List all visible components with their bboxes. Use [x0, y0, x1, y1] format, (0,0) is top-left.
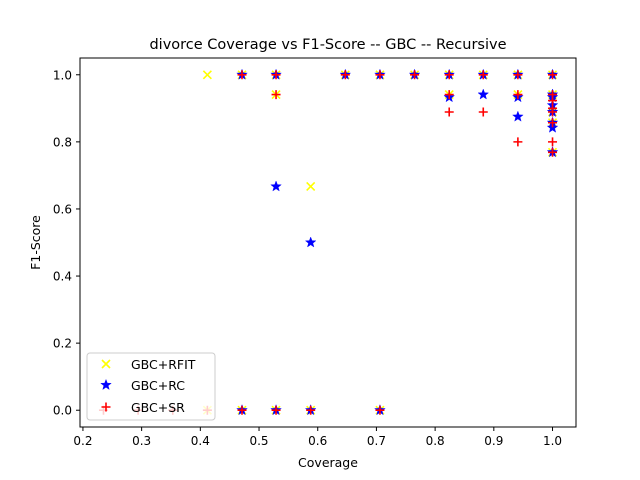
- data-point: [548, 70, 558, 80]
- data-point: [512, 110, 524, 122]
- series-gbc-rc: [236, 68, 559, 416]
- data-point: [513, 90, 523, 100]
- data-point: [548, 118, 558, 128]
- y-axis-label: F1-Score: [28, 215, 43, 270]
- data-point: [375, 70, 385, 80]
- x-tick-label: 0.3: [132, 434, 151, 448]
- data-point: [444, 70, 454, 80]
- data-point: [444, 90, 454, 100]
- x-axis-ticks: 0.2 0.3 0.4 0.5 0.6 0.7 0.8 0.9 1.0: [73, 427, 562, 448]
- x-tick-label: 0.6: [308, 434, 327, 448]
- y-tick-label: 0.6: [53, 202, 72, 216]
- data-point: [546, 121, 559, 133]
- data-point: [202, 70, 212, 80]
- data-point: [548, 96, 558, 106]
- data-point: [340, 70, 350, 80]
- data-point: [237, 70, 247, 80]
- data-point: [410, 70, 420, 80]
- points-layer: [98, 68, 559, 416]
- data-point: [478, 107, 488, 117]
- x-tick-label: 0.2: [73, 434, 92, 448]
- x-tick-label: 0.5: [249, 434, 268, 448]
- y-tick-label: 0.0: [53, 404, 72, 418]
- x-tick-label: 0.9: [484, 434, 503, 448]
- data-point: [444, 107, 454, 117]
- data-point: [304, 236, 317, 248]
- legend-label-rfit: GBC+RFIT: [131, 357, 196, 372]
- legend-marker-glyph: [101, 402, 111, 412]
- y-axis-ticks: 0.0 0.2 0.4 0.6 0.8 1.0: [53, 68, 80, 418]
- legend-marker-glyph: [100, 378, 112, 390]
- y-tick-label: 1.0: [53, 68, 72, 82]
- x-axis-label: Coverage: [298, 455, 358, 470]
- legend-marker-glyph: [101, 359, 111, 369]
- data-point: [306, 405, 316, 415]
- y-tick-label: 0.8: [53, 135, 72, 149]
- y-tick-label: 0.2: [53, 337, 72, 351]
- data-point: [513, 137, 523, 147]
- series-gbc-rfit: [202, 70, 558, 415]
- legend: GBC+RFIT GBC+RC GBC+SR: [86, 352, 216, 421]
- legend-marker-rc: [100, 378, 112, 390]
- x-tick-label: 0.4: [191, 434, 210, 448]
- plot-frame: [79, 57, 577, 428]
- data-point: [548, 147, 558, 157]
- data-point: [271, 90, 281, 100]
- legend-marker-rfit: [101, 359, 111, 369]
- legend-entry-rfit: GBC+RFIT: [101, 357, 196, 372]
- data-point: [237, 405, 247, 415]
- legend-label-rc: GBC+RC: [131, 378, 185, 393]
- data-point: [270, 180, 282, 192]
- data-point: [513, 70, 523, 80]
- data-point: [271, 70, 281, 80]
- legend-entry-sr: GBC+SR: [101, 400, 185, 415]
- legend-label-sr: GBC+SR: [131, 400, 185, 415]
- chart-title: divorce Coverage vs F1-Score -- GBC -- R…: [149, 37, 506, 53]
- y-tick-label: 0.4: [53, 270, 72, 284]
- data-point: [375, 405, 385, 415]
- data-point: [478, 70, 488, 80]
- legend-marker-sr: [101, 402, 111, 412]
- data-point: [548, 137, 558, 147]
- x-tick-label: 0.7: [367, 434, 386, 448]
- data-point: [477, 88, 490, 100]
- x-tick-label: 0.8: [426, 434, 445, 448]
- x-tick-label: 1.0: [543, 434, 562, 448]
- data-point: [306, 181, 316, 192]
- legend-entry-rc: GBC+RC: [100, 378, 185, 393]
- legend-box: [86, 352, 216, 421]
- data-point: [548, 107, 558, 117]
- data-point: [271, 405, 281, 415]
